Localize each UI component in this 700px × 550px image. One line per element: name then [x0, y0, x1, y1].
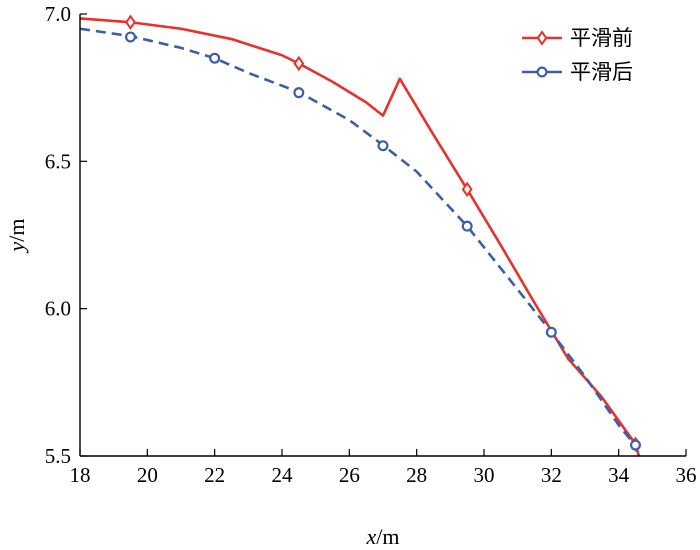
legend-marker-1 [536, 30, 548, 46]
x-tick-label-6: 28 [406, 463, 427, 487]
series-2-marker-5 [461, 220, 473, 232]
x-tick-label-8: 32 [541, 463, 562, 487]
series-2-marker-4 [377, 140, 389, 152]
legend-label-2: 平滑后 [570, 60, 633, 84]
series-2-marker-6 [545, 326, 557, 338]
x-tick-label-5: 26 [339, 463, 360, 487]
y-tick-label-2: 6.0 [45, 297, 71, 321]
x-tick-label-10: 36 [676, 463, 697, 487]
series-2-marker-2 [209, 52, 221, 64]
legend-label-1: 平滑前 [570, 26, 633, 50]
y-tick-label-4: 7.0 [45, 2, 71, 26]
series-2-marker-3 [293, 87, 305, 99]
x-tick-label-9: 34 [608, 463, 630, 487]
y-axis-title: y/m [4, 219, 29, 254]
x-tick-label-3: 22 [204, 463, 225, 487]
x-axis-title: x/m [366, 524, 400, 549]
legend-marker-2 [536, 66, 548, 78]
series-2-marker-7 [629, 439, 641, 451]
x-tick-label-2: 20 [137, 463, 158, 487]
series-line-2 [79, 27, 637, 447]
plot-area [79, 14, 641, 457]
series-1-marker-2 [293, 55, 305, 72]
y-axis-unit: /m [4, 219, 29, 242]
x-tick-label-4: 24 [272, 463, 294, 487]
axes: 18 20 22 24 26 28 30 32 34 36 5.5 6.0 6.5 7.0 [45, 2, 697, 487]
y-tick-label-1: 5.5 [45, 444, 71, 468]
series-1-marker-3 [461, 181, 473, 198]
series-line-1 [79, 17, 641, 457]
x-tick-label-7: 30 [474, 463, 495, 487]
x-tick-label-1: 18 [70, 463, 91, 487]
x-axis-unit: /m [376, 524, 399, 549]
x-axis-variable: x [366, 524, 377, 549]
y-tick-label-3: 6.5 [45, 149, 71, 173]
series-1-marker-1 [125, 14, 136, 30]
y-axis-variable: y [4, 242, 29, 254]
series-2-marker-1 [124, 31, 136, 43]
